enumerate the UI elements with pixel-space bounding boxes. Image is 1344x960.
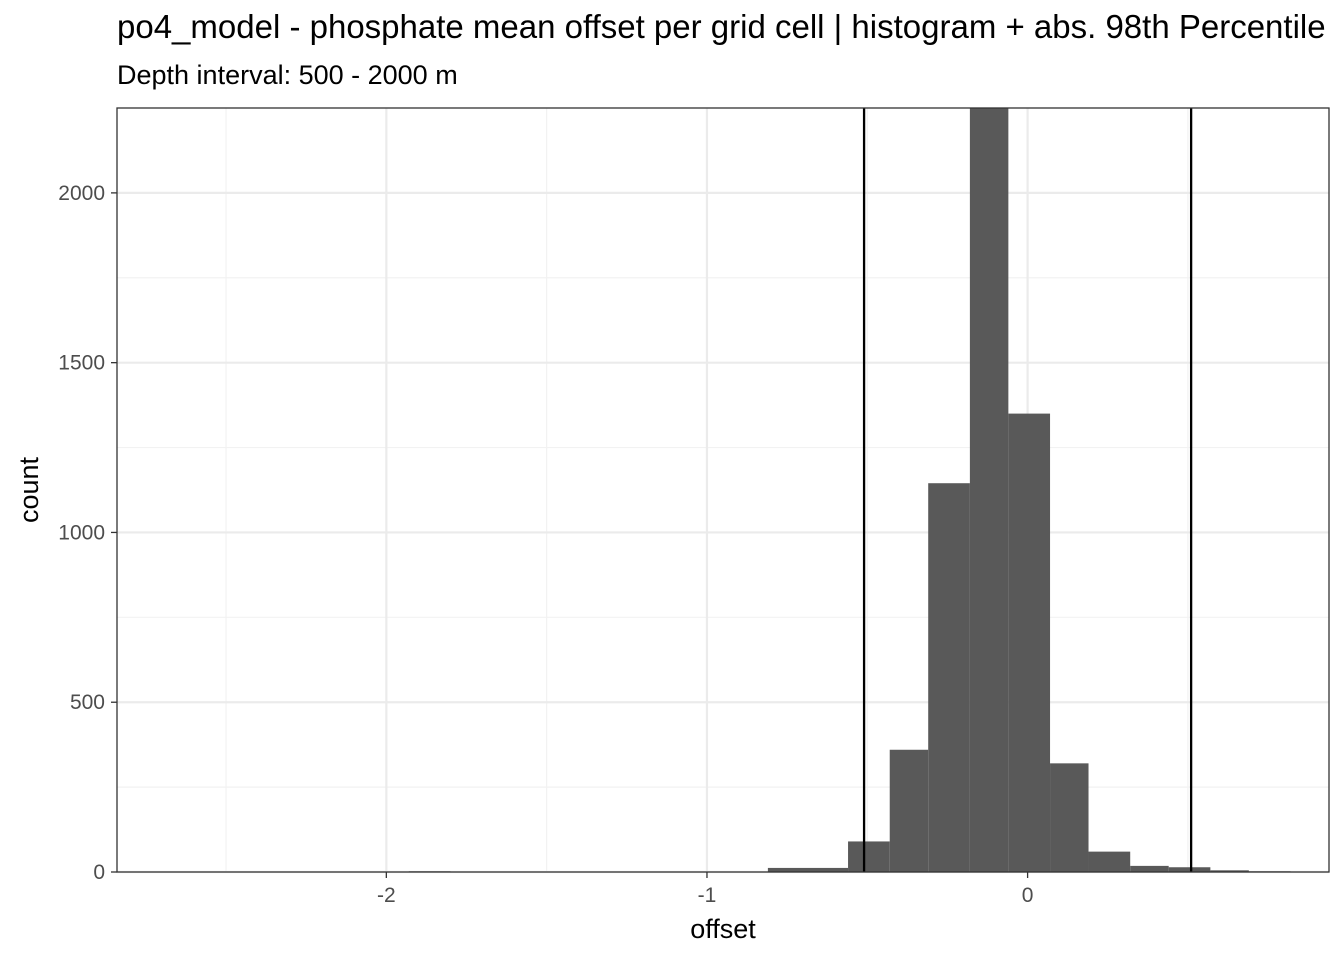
histogram-bar [1088,851,1131,872]
y-tick-label: 2000 [58,182,105,205]
x-axis-title: offset [690,914,756,944]
x-axis: -2 -1 0 [377,872,1033,907]
y-axis: 0 500 1000 1500 2000 [58,182,117,884]
chart-subtitle: Depth interval: 500 - 2000 m [117,60,458,90]
plot-border [116,107,1330,873]
y-tick-label: 1500 [58,352,105,375]
plot-panel [117,108,1329,872]
bars [408,108,1291,872]
histogram-bar [767,867,849,872]
histogram-bar [928,483,970,872]
x-tick-label: -2 [377,884,396,907]
y-tick-label: 1000 [58,521,105,544]
chart-title: po4_model - phosphate mean offset per gr… [117,8,1326,45]
y-axis-title: count [14,456,44,523]
histogram-bar [848,841,890,872]
histogram-bar [1050,763,1089,872]
y-tick-label: 500 [70,691,105,714]
histogram-bar [1168,867,1211,872]
histogram-bar [1008,413,1051,872]
percentile-lines [862,108,1193,872]
histogram-bar [889,749,929,872]
histogram-bar [969,108,1009,872]
x-tick-label: -1 [698,884,717,907]
histogram-bar [1130,865,1169,872]
x-tick-label: 0 [1022,884,1034,907]
histogram-bar [1210,870,1249,872]
y-tick-label: 0 [93,861,105,884]
